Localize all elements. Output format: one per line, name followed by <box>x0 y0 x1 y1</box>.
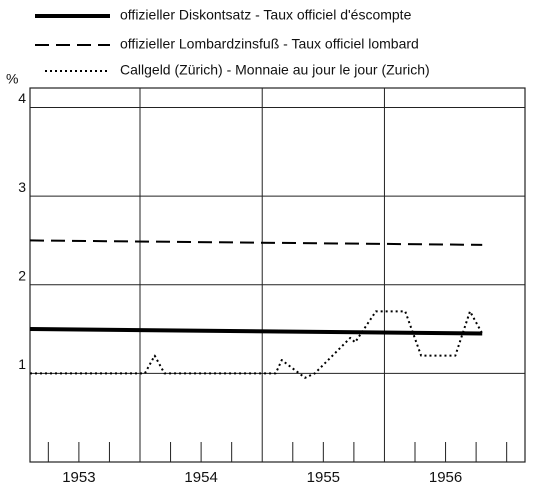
series-line <box>29 327 483 336</box>
y-tick-label: 2 <box>18 267 26 283</box>
series-line <box>29 239 483 246</box>
legend-label: offizieller Lombardzinsfuß - Taux offici… <box>120 36 419 52</box>
y-tick-label: 1 <box>18 356 26 372</box>
legend-label: Callgeld (Zürich) - Monnaie au jour le j… <box>120 62 430 78</box>
y-tick-label: 4 <box>18 90 26 106</box>
x-tick-label: 1954 <box>184 469 217 486</box>
series-line <box>30 310 484 379</box>
x-tick-label: 1956 <box>429 469 462 486</box>
x-tick-label: 1955 <box>307 469 340 486</box>
legend-label: offizieller Diskontsatz - Taux officiel … <box>120 7 412 23</box>
x-tick-label: 1953 <box>62 469 95 486</box>
plot-frame <box>29 87 526 463</box>
y-tick-label: 3 <box>18 179 26 195</box>
y-axis-label: % <box>6 71 18 87</box>
